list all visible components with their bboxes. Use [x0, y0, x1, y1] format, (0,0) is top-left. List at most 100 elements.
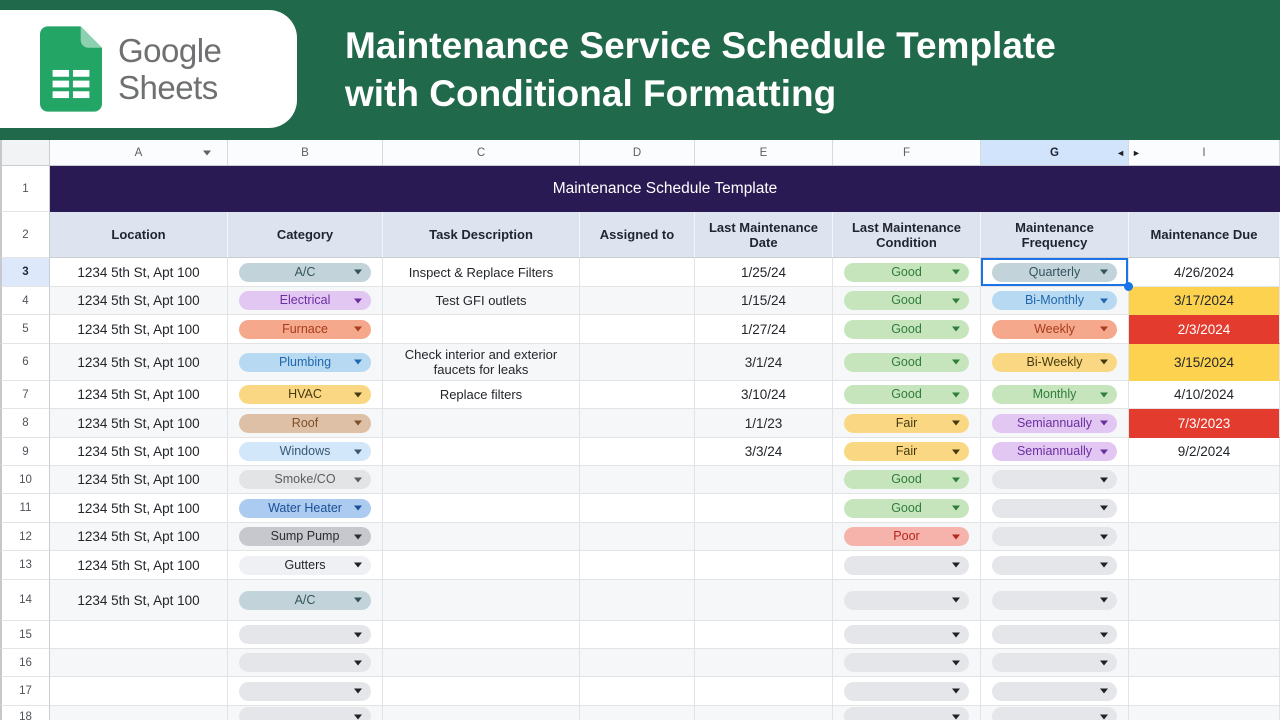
cell-category[interactable]: Electrical — [228, 287, 383, 315]
cell-location[interactable] — [50, 677, 228, 706]
category-dropdown[interactable] — [239, 707, 371, 720]
cell-last-maintenance-date[interactable] — [695, 466, 833, 494]
cell-location[interactable]: 1234 5th St, Apt 100 — [50, 580, 228, 621]
cell-assigned-to[interactable] — [580, 466, 695, 494]
cell-location[interactable]: 1234 5th St, Apt 100 — [50, 466, 228, 494]
cell-last-maintenance-date[interactable]: 3/3/24 — [695, 438, 833, 466]
cell-maintenance-frequency[interactable] — [981, 621, 1129, 649]
frequency-dropdown[interactable] — [992, 681, 1117, 701]
cell-location[interactable]: 1234 5th St, Apt 100 — [50, 344, 228, 381]
row-header-13[interactable]: 13 — [0, 551, 50, 580]
cell-task-description[interactable] — [383, 409, 580, 438]
row-header-1[interactable]: 1 — [0, 166, 50, 212]
cell-last-maintenance-date[interactable] — [695, 706, 833, 720]
cell-last-maintenance-date[interactable] — [695, 621, 833, 649]
frequency-dropdown[interactable] — [992, 470, 1117, 489]
cell-maintenance-frequency[interactable]: Bi-Monthly — [981, 287, 1129, 315]
column-header-f[interactable]: F — [833, 140, 981, 165]
cell-maintenance-frequency[interactable] — [981, 494, 1129, 523]
column-header-a[interactable]: A — [50, 140, 228, 165]
cell-category[interactable] — [228, 706, 383, 720]
cell-task-description[interactable] — [383, 621, 580, 649]
condition-dropdown[interactable]: Good — [844, 262, 969, 282]
row-header-15[interactable]: 15 — [0, 621, 50, 649]
cell-assigned-to[interactable] — [580, 580, 695, 621]
cell-last-maintenance-date[interactable]: 1/15/24 — [695, 287, 833, 315]
column-header-e[interactable]: E — [695, 140, 833, 165]
row-header-3[interactable]: 3 — [0, 258, 50, 287]
column-header-b[interactable]: B — [228, 140, 383, 165]
cell-maintenance-frequency[interactable] — [981, 523, 1129, 551]
select-all-corner[interactable] — [0, 140, 50, 165]
cell-last-maintenance-condition[interactable]: Good — [833, 258, 981, 287]
condition-dropdown[interactable] — [844, 590, 969, 610]
cell-last-maintenance-date[interactable]: 1/27/24 — [695, 315, 833, 344]
cell-category[interactable]: Windows — [228, 438, 383, 466]
cell-maintenance-frequency[interactable]: Weekly — [981, 315, 1129, 344]
condition-dropdown[interactable]: Good — [844, 291, 969, 310]
cell-last-maintenance-condition[interactable]: Poor — [833, 523, 981, 551]
cell-location[interactable]: 1234 5th St, Apt 100 — [50, 551, 228, 580]
cell-category[interactable]: Roof — [228, 409, 383, 438]
frequency-dropdown[interactable] — [992, 653, 1117, 672]
frequency-dropdown[interactable]: Semiannually — [992, 413, 1117, 433]
cell-task-description[interactable] — [383, 438, 580, 466]
cell-maintenance-frequency[interactable] — [981, 551, 1129, 580]
row-header-17[interactable]: 17 — [0, 677, 50, 706]
condition-dropdown[interactable] — [844, 625, 969, 644]
cell-location[interactable]: 1234 5th St, Apt 100 — [50, 381, 228, 409]
cell-category[interactable]: HVAC — [228, 381, 383, 409]
cell-last-maintenance-condition[interactable]: Good — [833, 494, 981, 523]
condition-dropdown[interactable]: Good — [844, 385, 969, 404]
column-header-i[interactable]: I ► — [1129, 140, 1280, 165]
category-dropdown[interactable] — [239, 625, 371, 644]
cell-last-maintenance-condition[interactable]: Fair — [833, 438, 981, 466]
cell-assigned-to[interactable] — [580, 494, 695, 523]
cell-assigned-to[interactable] — [580, 344, 695, 381]
cell-last-maintenance-condition[interactable] — [833, 649, 981, 677]
category-dropdown[interactable]: A/C — [239, 262, 371, 282]
condition-dropdown[interactable]: Good — [844, 498, 969, 518]
frequency-dropdown[interactable] — [992, 527, 1117, 546]
cell-last-maintenance-condition[interactable] — [833, 551, 981, 580]
cell-maintenance-frequency[interactable]: Quarterly — [981, 258, 1133, 291]
cell-last-maintenance-condition[interactable] — [833, 706, 981, 720]
category-dropdown[interactable]: Sump Pump — [239, 527, 371, 546]
cell-last-maintenance-date[interactable] — [695, 494, 833, 523]
frequency-dropdown[interactable]: Quarterly — [992, 262, 1117, 282]
cell-maintenance-due[interactable]: 9/2/2024 — [1129, 438, 1280, 466]
condition-dropdown[interactable]: Good — [844, 352, 969, 372]
cell-task-description[interactable]: Replace filters — [383, 381, 580, 409]
row-header-6[interactable]: 6 — [0, 344, 50, 381]
category-dropdown[interactable]: Roof — [239, 413, 371, 433]
cell-location[interactable]: 1234 5th St, Apt 100 — [50, 438, 228, 466]
column-label-cell[interactable]: Category — [228, 212, 383, 258]
column-header-g[interactable]: G ◄ — [981, 140, 1129, 165]
condition-dropdown[interactable] — [844, 681, 969, 701]
cell-location[interactable]: 1234 5th St, Apt 100 — [50, 315, 228, 344]
category-dropdown[interactable]: Gutters — [239, 555, 371, 575]
cell-assigned-to[interactable] — [580, 381, 695, 409]
column-label-cell[interactable]: Location — [50, 212, 228, 258]
cell-last-maintenance-date[interactable] — [695, 580, 833, 621]
cell-last-maintenance-condition[interactable] — [833, 621, 981, 649]
frequency-dropdown[interactable] — [992, 707, 1117, 720]
column-header-d[interactable]: D — [580, 140, 695, 165]
cell-last-maintenance-condition[interactable]: Good — [833, 344, 981, 381]
cell-location[interactable]: 1234 5th St, Apt 100 — [50, 287, 228, 315]
row-header-10[interactable]: 10 — [0, 466, 50, 494]
cell-assigned-to[interactable] — [580, 649, 695, 677]
category-dropdown[interactable]: HVAC — [239, 385, 371, 404]
frequency-dropdown[interactable]: Weekly — [992, 319, 1117, 339]
frequency-dropdown[interactable] — [992, 555, 1117, 575]
cell-assigned-to[interactable] — [580, 677, 695, 706]
cell-category[interactable] — [228, 677, 383, 706]
category-dropdown[interactable] — [239, 653, 371, 672]
cell-category[interactable]: Furnace — [228, 315, 383, 344]
cell-location[interactable] — [50, 621, 228, 649]
cell-assigned-to[interactable] — [580, 523, 695, 551]
cell-last-maintenance-condition[interactable]: Good — [833, 287, 981, 315]
sheet-title-cell[interactable]: Maintenance Schedule Template — [50, 166, 1280, 212]
fill-handle[interactable] — [1124, 282, 1133, 291]
cell-assigned-to[interactable] — [580, 258, 695, 287]
